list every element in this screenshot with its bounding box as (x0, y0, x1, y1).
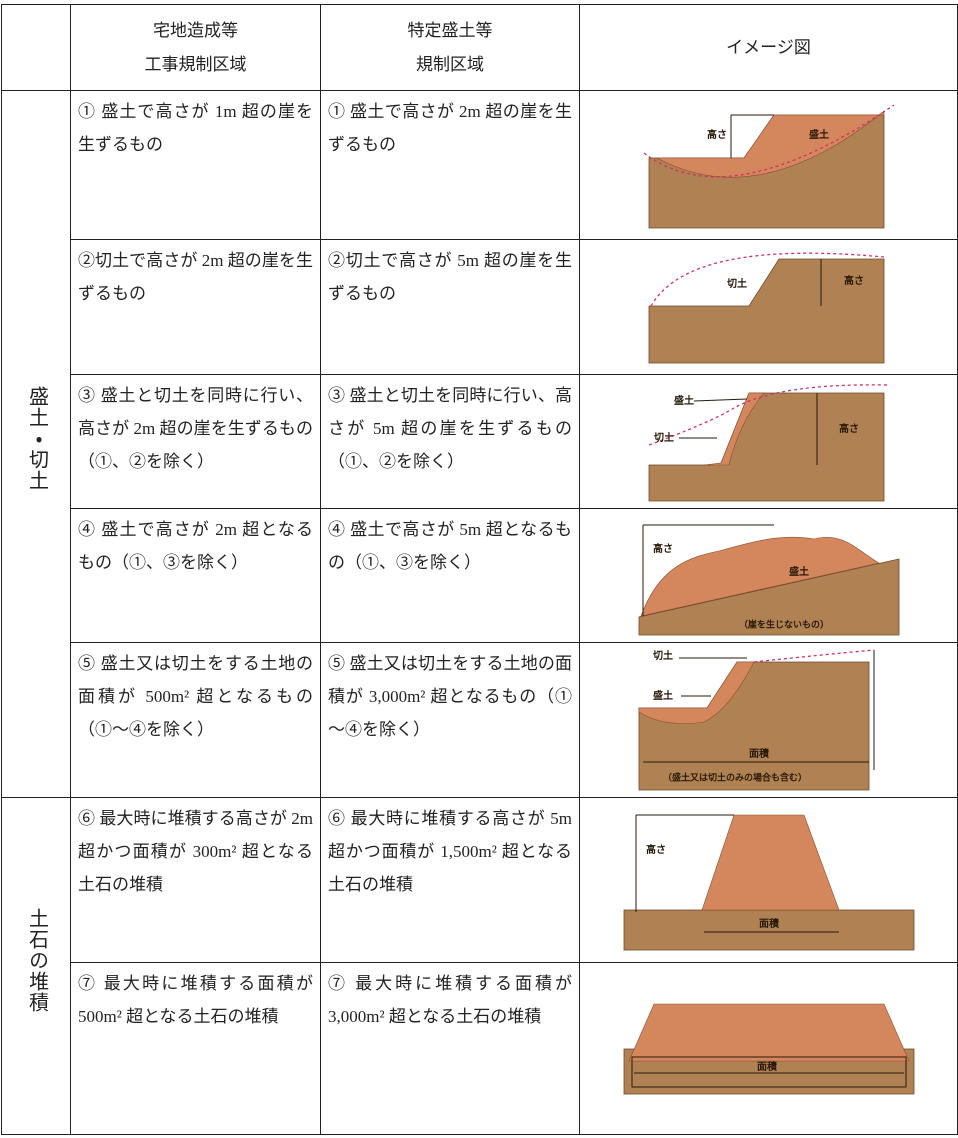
row: ⑦ 最大時に堆積する面積が 500m² 超となる土石の堆積 ⑦ 最大時に堆積する… (2, 962, 958, 1135)
original-ground (753, 649, 874, 663)
image-label: 高さ (839, 422, 859, 435)
ground (648, 392, 884, 501)
header-cell (1, 4, 71, 91)
header-text: イメージ図 (726, 37, 811, 57)
original-ground (648, 383, 887, 446)
fill-area (703, 392, 765, 465)
fill-area (640, 536, 880, 616)
cell: ④ 盛土で高さが 2m 超となるもの（①、③を除く） (70, 508, 321, 643)
original-ground (649, 252, 884, 307)
ground-outline (631, 1056, 906, 1087)
header-cell: イメージ図 (579, 4, 958, 91)
image-label: 面積 (757, 1060, 778, 1073)
image-label: 切土 (727, 277, 747, 290)
row: ⑤ 盛土又は切土をする土地の面積が 500m² 超となるもの（①～④を除く） ⑤… (2, 642, 958, 798)
cell: ① 盛土で高さが 2m 超の崖を生ずるもの (320, 90, 580, 240)
fill-area (638, 661, 754, 724)
row: ③ 盛土と切土を同時に行い、高さが 2m 超の崖を生ずるもの（①、②を除く） ③… (2, 374, 958, 509)
header-cell: 宅地造成等工事規制区域 (70, 4, 321, 91)
row: ④ 盛土で高さが 2m 超となるもの（①、③を除く） ④ 盛土で高さが 5m 超… (2, 508, 958, 643)
illustration: 高さ 盛土 (643, 103, 894, 228)
image-label: 高さ (646, 843, 666, 856)
row: ②切土で高さが 2m 超の崖を生ずるもの ②切土で高さが 5m 超の崖を生ずるも… (2, 239, 958, 375)
ground (638, 558, 899, 635)
group-cell: 土石の堆積 (1, 797, 71, 1135)
image-label: 面積 (759, 917, 780, 930)
group-label: 盛土・切土 (25, 386, 48, 491)
pile (628, 1003, 909, 1061)
image-cell: 切土 盛土 面積 （盛土又は切土のみの場合も含む） (579, 642, 958, 798)
header-text: 宅地造成等 (153, 20, 238, 40)
image-cell: 面積 (579, 962, 958, 1135)
header-text: 規制区域 (416, 54, 484, 74)
header-row: 宅地造成等工事規制区域 特定盛土等規制区域 イメージ図 (1, 4, 958, 91)
ground (638, 661, 869, 791)
image-label: 盛土 (674, 394, 694, 407)
illustration: 高さ 面積 (623, 814, 914, 951)
cell: ⑦ 最大時に堆積する面積が 3,000m² 超となる土石の堆積 (320, 962, 580, 1135)
image-label: 盛土 (809, 128, 829, 141)
image-cell: 切土 高さ (579, 239, 958, 375)
illustration: 高さ 盛土 （崖を生じないもの） (638, 524, 899, 635)
cell: ②切土で高さが 5m 超の崖を生ずるもの (320, 239, 580, 375)
pile (701, 814, 839, 911)
header-text: 工事規制区域 (144, 54, 247, 74)
image-label: 高さ (707, 128, 727, 141)
original-ground (643, 103, 894, 177)
image-cell: 高さ 面積 (579, 797, 958, 963)
ground (648, 258, 884, 364)
image-label: 切土 (654, 431, 674, 444)
group-cell: 盛土・切土 (1, 90, 71, 798)
illustration: 切土 高さ (648, 252, 884, 364)
image-label: （崖を生じないもの） (739, 618, 829, 630)
image-label: （盛土又は切土のみの場合も含む） (663, 772, 807, 784)
leader-line (693, 398, 747, 401)
cell: ③ 盛土と切土を同時に行い、高さが 5m 超の崖を生ずるもの（①、②を除く） (320, 374, 580, 509)
image-cell: 高さ 盛土 （崖を生じないもの） (579, 508, 958, 643)
image-label: 切土 (653, 649, 673, 662)
cell: ⑤ 盛土又は切土をする土地の面積が 3,000m² 超となるもの（①～④を除く） (320, 642, 580, 798)
header-text: 特定盛土等 (407, 20, 493, 40)
group-label: 土石の堆積 (25, 908, 48, 1013)
cell: ④ 盛土で高さが 5m 超となるもの（①、③を除く） (320, 508, 580, 643)
image-label: 高さ (653, 542, 673, 555)
header-cell: 特定盛土等 規制区域 (320, 4, 580, 91)
illustration: 切土 盛土 面積 （盛土又は切土のみの場合も含む） (638, 649, 874, 791)
image-label: 盛土 (653, 689, 673, 702)
ground (623, 909, 914, 951)
image-cell: 盛土 切土 高さ (579, 374, 958, 509)
image-label: 盛土 (789, 565, 809, 578)
image-label: 高さ (844, 274, 864, 287)
cell: ⑦ 最大時に堆積する面積が 500m² 超となる土石の堆積 (70, 962, 321, 1135)
cell: ⑥ 最大時に堆積する高さが 2m 超かつ面積が 300m² 超となる土石の堆積 (70, 797, 321, 963)
illustration: 盛土 切土 高さ (648, 383, 887, 501)
cell: ① 盛土で高さが 1m 超の崖を生ずるもの (70, 90, 321, 240)
cell: ②切土で高さが 2m 超の崖を生ずるもの (70, 239, 321, 375)
image-cell: 高さ 盛土 (579, 90, 958, 240)
row: 土石の堆積 ⑥ 最大時に堆積する高さが 2m 超かつ面積が 300m² 超となる… (1, 797, 958, 1135)
regulation-table: 宅地造成等工事規制区域 特定盛土等規制区域 イメージ図 盛土・切土 ① 盛土で高… (1, 4, 958, 1135)
image-label: 面積 (749, 747, 770, 760)
row: 盛土・切土 ① 盛土で高さが 1m 超の崖を生ずるもの ① 盛土で高さが 2m … (1, 90, 958, 798)
cell: ③ 盛土と切土を同時に行い、高さが 2m 超の崖を生ずるもの（①、②を除く） (70, 374, 321, 509)
cell: ⑥ 最大時に堆積する高さが 5m 超かつ面積が 1,500m² 超となる土石の堆… (320, 797, 580, 963)
illustration: 面積 (623, 1003, 914, 1094)
cell: ⑤ 盛土又は切土をする土地の面積が 500m² 超となるもの（①～④を除く） (70, 642, 321, 798)
